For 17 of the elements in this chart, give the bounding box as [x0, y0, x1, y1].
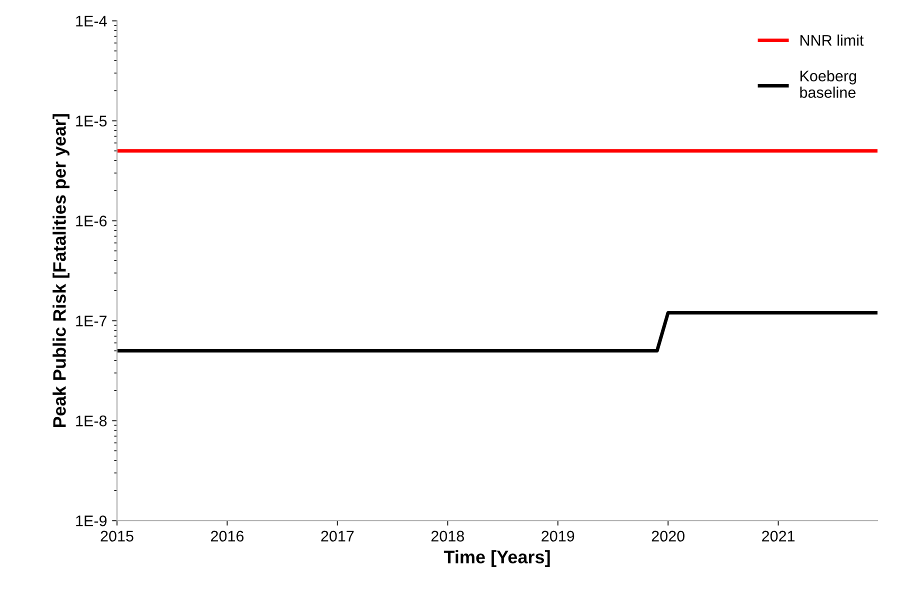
- x-tick-label: 2016: [210, 530, 244, 542]
- x-axis-title: Time [Years]: [444, 550, 550, 567]
- x-tick-label: 2019: [542, 530, 574, 542]
- y-tick-label: 1E-9: [76, 515, 107, 526]
- x-tick-label: 2020: [652, 530, 684, 542]
- legend-label: NNR limit: [800, 34, 864, 46]
- y-tick-label: 1E-8: [76, 416, 107, 426]
- x-tick-label: 2021: [762, 530, 795, 542]
- legend-label: Koeberg baseline: [800, 70, 856, 98]
- y-tick-label: 1E-7: [76, 316, 107, 326]
- y-axis-title: Peak Public Risk [Fatalities per year]: [52, 114, 70, 428]
- y-tick-label: 1E-6: [76, 216, 107, 226]
- x-tick-label: 2017: [321, 530, 354, 542]
- x-tick-label: 2018: [431, 530, 464, 542]
- x-tick-label: 2015: [100, 530, 134, 542]
- y-tick-label: 1E-4: [76, 16, 107, 26]
- y-tick-label: 1E-5: [76, 116, 107, 126]
